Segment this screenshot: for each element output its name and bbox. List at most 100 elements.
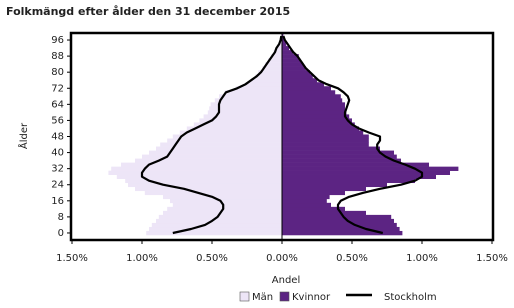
y-tick-label: 0 <box>58 228 64 239</box>
y-tick-label: 16 <box>51 196 64 207</box>
bar <box>282 226 400 232</box>
bar <box>282 138 369 143</box>
bar <box>135 186 282 192</box>
bar <box>163 194 282 200</box>
bar <box>163 210 282 216</box>
x-tick-label: 0.50% <box>196 253 228 264</box>
bar <box>282 162 429 167</box>
bar <box>282 102 345 107</box>
bar <box>273 50 282 55</box>
bar <box>282 218 394 224</box>
y-tick-label: 32 <box>51 164 64 175</box>
bar <box>149 226 282 232</box>
x-tick-label: 1.00% <box>126 253 158 264</box>
legend-label: Stockholm <box>384 292 437 303</box>
bar <box>146 230 282 236</box>
y-tick-label: 64 <box>51 99 64 110</box>
bar <box>282 158 401 163</box>
bar <box>282 78 317 83</box>
bar <box>282 34 284 39</box>
y-tick-label: 24 <box>51 180 64 191</box>
bar <box>121 162 282 167</box>
legend-swatch <box>239 291 250 302</box>
bar <box>224 90 282 95</box>
x-tick-label: 1.00% <box>406 253 438 264</box>
bar <box>282 182 387 188</box>
bar <box>125 178 282 184</box>
bar <box>156 218 282 224</box>
bar <box>270 54 282 59</box>
bar <box>251 78 282 83</box>
bar <box>282 98 343 103</box>
bar <box>282 154 397 159</box>
bar <box>282 206 345 212</box>
bar <box>262 66 282 71</box>
bar <box>203 114 282 119</box>
bar <box>282 70 310 75</box>
bar <box>116 174 282 180</box>
bar <box>268 58 282 63</box>
bar <box>282 230 403 236</box>
bar <box>282 194 330 200</box>
bar <box>128 182 282 188</box>
bar <box>282 66 306 71</box>
bar <box>282 74 313 79</box>
bar <box>167 206 282 212</box>
y-tick-label: 88 <box>51 51 64 62</box>
bar <box>282 46 289 51</box>
y-tick-label: 8 <box>58 212 64 223</box>
y-tick-label: 56 <box>51 115 64 126</box>
bar <box>282 50 294 55</box>
bar <box>282 186 366 192</box>
bar <box>282 90 336 95</box>
bar <box>282 210 366 216</box>
bar <box>245 82 282 87</box>
y-axis-label: Ålder <box>17 122 30 149</box>
y-tick-label: 40 <box>51 148 64 159</box>
bar <box>255 74 282 79</box>
bar <box>282 114 350 119</box>
bar <box>156 146 282 151</box>
bar <box>158 214 282 220</box>
y-tick-label: 96 <box>51 35 64 46</box>
bar <box>179 130 282 135</box>
bar <box>282 118 352 123</box>
bar <box>170 198 282 204</box>
bar <box>282 86 331 91</box>
bar <box>167 138 282 143</box>
bar <box>135 158 282 163</box>
bar <box>108 170 283 175</box>
bar <box>219 94 282 99</box>
bar <box>282 106 345 111</box>
chart-title: Folkmängd efter ålder den 31 december 20… <box>6 5 290 18</box>
bar <box>282 198 327 204</box>
bar <box>214 98 282 103</box>
legend-swatch <box>279 291 290 302</box>
y-tick-label: 48 <box>51 132 64 143</box>
x-tick-label: 0.50% <box>336 253 368 264</box>
bar <box>193 122 282 127</box>
bar <box>160 142 282 147</box>
bar <box>282 38 285 43</box>
stockholm-line <box>140 35 283 235</box>
bar <box>186 126 282 131</box>
bar <box>282 202 331 208</box>
x-tick-label: 1.50% <box>56 253 88 264</box>
plot-frame <box>69 31 495 242</box>
bar <box>282 122 355 127</box>
bar <box>282 62 303 67</box>
stockholm-line <box>282 35 424 235</box>
bar <box>144 190 282 196</box>
bar <box>199 118 282 123</box>
bar <box>258 70 282 75</box>
legend-label: Män <box>252 292 273 303</box>
bar <box>207 110 282 115</box>
bar <box>172 134 282 139</box>
bar <box>142 154 282 159</box>
x-tick-label: 1.50% <box>476 253 508 264</box>
bar <box>282 174 436 180</box>
bar <box>282 214 392 220</box>
bar <box>282 178 415 184</box>
bar <box>282 126 359 131</box>
bar <box>282 150 394 155</box>
